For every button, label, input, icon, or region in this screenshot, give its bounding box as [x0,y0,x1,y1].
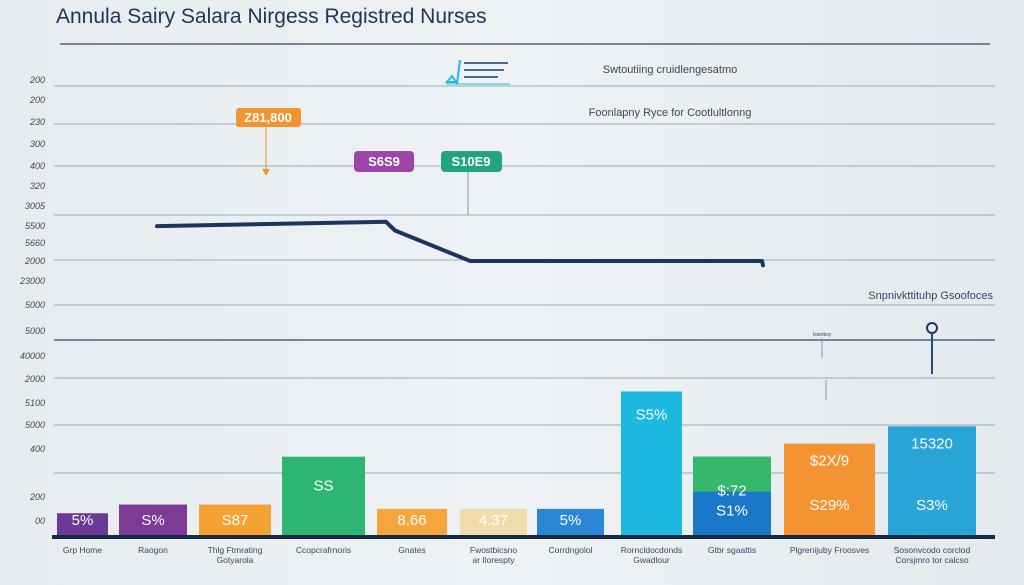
bar-label: 4.37 [479,512,508,529]
category-label: Gtbr sgaattis [708,545,756,555]
category-label: Gnates [398,545,425,555]
bar-label: 5% [560,512,582,529]
callout-1: Z81,800 [236,108,301,176]
bar-stack-top [693,456,771,492]
line-series [155,219,765,268]
bar [282,456,365,535]
svg-text:S6S9: S6S9 [368,154,400,169]
category-label: Sosonvcodo corclod [894,545,971,555]
bar [119,504,187,535]
y-tick-label: 400 [30,444,45,454]
category-label: Fwostbicsno [470,545,518,555]
category-label: ar Ilorespty [472,555,515,565]
annotation-2: Foonlapny Ryce for Cootlultlonng [589,107,752,119]
callout-2: S6S9 [354,151,414,172]
y-tick-label: 23000 [19,276,45,286]
chart-title: Annula Sairy Salara Nirgess Registred Nu… [56,5,487,28]
annotation-1: Swtoutiing cruidlengesatmo [603,64,738,76]
bar-label: SS [313,478,333,495]
y-tick-label: 5000 [25,420,45,430]
bar [888,426,976,535]
y-tick-label: 5660 [25,238,45,248]
annotation-markers [821,322,938,400]
svg-text:Z81,800: Z81,800 [244,110,292,125]
category-label: Ccopcrafrnoris [296,545,351,555]
annotation-3: Snpnivkttituhp Gsoofoces [868,290,993,302]
legend-icon [444,59,510,85]
y-tick-label: 200 [29,492,45,502]
y-tick-label: 400 [30,161,45,171]
bar-label: 5% [72,512,94,529]
category-label: Gwadlour [633,555,670,565]
category-label: Rorncldocdonds [621,545,682,555]
bar-top-label: $2X/9 [810,453,849,470]
bar [460,508,527,535]
y-tick-label: 200 [29,95,45,105]
callout-3: S10E9 [441,151,502,215]
y-axis-ticks: 200 200 230 300 400 320 3005 5500 5660 2000 23000 5… [19,75,46,526]
category-label: Thlg Ftmrating [208,545,263,555]
gridlines [54,43,995,474]
y-tick-label: 230 [29,117,45,127]
y-tick-label: 5100 [25,398,45,408]
y-tick-label: 5000 [25,300,45,310]
bar-label: S1% [716,503,748,520]
bar-label: S5% [636,406,668,423]
bar-label: S29% [809,497,849,514]
y-tick-label: 5000 [25,326,45,336]
category-label: Raogon [138,545,168,555]
bar [377,508,447,535]
bar-label: S87 [222,512,249,529]
line-path [155,219,765,268]
category-label: Corrdngolol [549,545,593,555]
category-label: Plgrenijuby Froosves [790,545,869,555]
bar [537,508,604,535]
bar [784,443,875,535]
annotation-4: Isserbsy [813,332,832,338]
y-tick-label: 00 [35,516,45,526]
bar-label: S3% [916,497,948,514]
y-tick-label: 320 [30,181,45,191]
y-tick-label: 3005 [25,201,46,211]
y-tick-label: 40000 [20,351,45,361]
y-tick-label: 2000 [24,374,45,384]
bar [57,513,108,535]
bar [621,391,682,535]
bar-top-label: 15320 [911,435,953,452]
y-tick-label: 5500 [25,221,45,231]
category-label: Grp Home [63,545,102,555]
bar-label: S% [141,512,164,529]
y-tick-label: 200 [29,75,45,85]
y-tick-label: 2000 [24,256,45,266]
category-label: Corsjmro tor calcso [895,555,968,565]
category-label: Gotyarola [217,555,254,565]
y-tick-label: 300 [30,139,45,149]
svg-text:S10E9: S10E9 [451,154,490,169]
bar-top-label: $:72 [717,483,746,500]
bar [199,504,271,535]
bars: 5% S% S87 SS 8.66 4.37 5% S5% S1% $:72 S29% $2X/9 S3… [57,391,976,535]
bar-label: 8.66 [397,512,426,529]
